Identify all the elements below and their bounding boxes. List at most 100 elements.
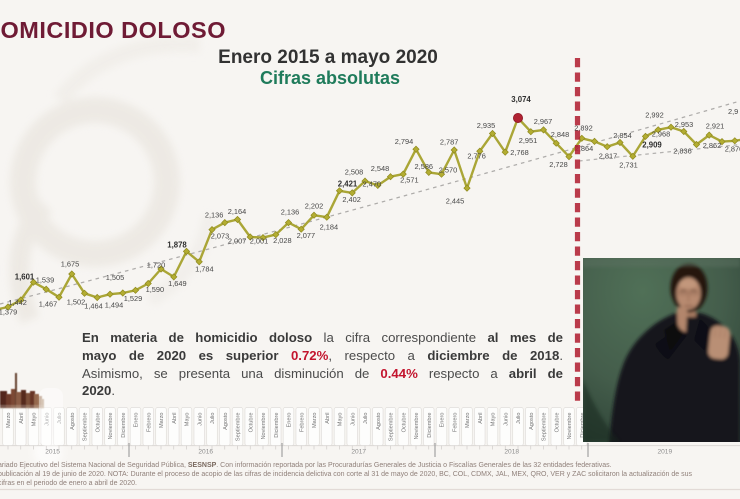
svg-text:Noviembre: Noviembre (108, 413, 114, 440)
svg-text:1,442: 1,442 (8, 298, 27, 307)
svg-text:2,935: 2,935 (477, 121, 496, 130)
svg-text:2,909: 2,909 (642, 140, 662, 149)
svg-text:Noviembre: Noviembre (414, 413, 420, 440)
svg-text:2,508: 2,508 (345, 167, 364, 176)
svg-text:2,768: 2,768 (510, 148, 529, 157)
svg-text:1,529: 1,529 (124, 294, 143, 303)
svg-text:1,502: 1,502 (67, 297, 86, 306)
svg-text:Abril: Abril (172, 413, 178, 424)
svg-text:Junio: Junio (44, 413, 50, 426)
svg-text:2,164: 2,164 (228, 207, 247, 216)
svg-text:2,586: 2,586 (415, 162, 434, 171)
svg-text:Junio: Junio (197, 413, 203, 426)
svg-text:1,649: 1,649 (168, 279, 187, 288)
svg-text:Enero: Enero (287, 413, 293, 428)
svg-text:Diciembre: Diciembre (274, 413, 280, 438)
svg-text:Febrero: Febrero (452, 413, 458, 433)
svg-text:Mayo: Mayo (32, 413, 38, 427)
svg-text:2017: 2017 (351, 449, 366, 456)
svg-text:2,870: 2,870 (725, 144, 740, 153)
svg-text:Febrero: Febrero (146, 413, 152, 433)
svg-text:Octubre: Octubre (554, 413, 560, 433)
svg-text:2,073: 2,073 (211, 231, 230, 240)
svg-text:Noviembre: Noviembre (261, 413, 267, 440)
svg-text:Septiembre: Septiembre (542, 413, 548, 442)
svg-text:2,077: 2,077 (297, 231, 316, 240)
svg-text:2,862: 2,862 (703, 141, 722, 150)
svg-text:Febrero: Febrero (299, 413, 305, 433)
svg-text:2,184: 2,184 (320, 223, 339, 232)
svg-text:2,202: 2,202 (305, 201, 324, 210)
svg-text:Agosto: Agosto (529, 413, 535, 430)
svg-text:1,675: 1,675 (61, 259, 80, 268)
svg-text:1,878: 1,878 (167, 240, 187, 249)
svg-text:2,571: 2,571 (400, 175, 419, 184)
svg-text:2,028: 2,028 (273, 236, 292, 245)
svg-text:2,892: 2,892 (574, 123, 593, 132)
svg-text:1,720: 1,720 (147, 260, 166, 269)
svg-text:2019: 2019 (657, 449, 672, 456)
svg-text:2,836: 2,836 (673, 146, 692, 155)
svg-text:2,951: 2,951 (519, 136, 538, 145)
svg-text:1,505: 1,505 (106, 273, 125, 282)
svg-text:Octubre: Octubre (248, 413, 254, 433)
svg-text:Mayo: Mayo (185, 413, 191, 427)
svg-text:ariado Ejecutivo del Sistema N: ariado Ejecutivo del Sistema Nacional de… (0, 462, 612, 469)
svg-text:Agosto: Agosto (223, 413, 229, 430)
svg-text:2018: 2018 (504, 449, 519, 456)
svg-text:2,731: 2,731 (619, 160, 638, 169)
svg-text:Octubre: Octubre (401, 413, 407, 433)
svg-text:2,787: 2,787 (440, 137, 459, 146)
svg-text:2,728: 2,728 (549, 160, 568, 169)
svg-text:1,379: 1,379 (0, 308, 17, 317)
svg-text:2016: 2016 (198, 449, 213, 456)
svg-text:2,864: 2,864 (575, 144, 594, 153)
svg-text:2,548: 2,548 (371, 164, 390, 173)
svg-text:Marzo: Marzo (6, 413, 12, 429)
svg-text:Mayo: Mayo (338, 413, 344, 427)
svg-text:1,539: 1,539 (36, 275, 55, 284)
svg-text:Noviembre: Noviembre (567, 413, 573, 440)
svg-text:2,967: 2,967 (534, 117, 553, 126)
svg-text:Julio: Julio (516, 413, 522, 425)
svg-text:Septiembre: Septiembre (236, 413, 242, 442)
svg-text:2,953: 2,953 (675, 120, 694, 129)
svg-text:Abril: Abril (19, 413, 25, 424)
svg-text:2,921: 2,921 (706, 121, 725, 130)
svg-text:Septiembre: Septiembre (83, 413, 89, 442)
svg-text:cifras en el periodo de enero: cifras en el periodo de enero a abril de… (0, 480, 137, 487)
svg-text:2,776: 2,776 (467, 152, 486, 161)
svg-text:Agosto: Agosto (376, 413, 382, 430)
svg-text:2,9: 2,9 (728, 107, 738, 116)
svg-text:2,007: 2,007 (228, 236, 247, 245)
svg-text:Junio: Junio (503, 413, 509, 426)
svg-text:Marzo: Marzo (465, 413, 471, 429)
svg-text:1,467: 1,467 (39, 299, 58, 308)
svg-text:2,968: 2,968 (652, 129, 671, 138)
svg-text:1,464: 1,464 (84, 301, 103, 310)
svg-text:2,136: 2,136 (205, 210, 224, 219)
svg-text:2,854: 2,854 (613, 131, 632, 140)
svg-text:2,402: 2,402 (342, 195, 361, 204)
svg-text:2015: 2015 (45, 449, 60, 456)
svg-text:Marzo: Marzo (312, 413, 318, 429)
svg-text:3,074: 3,074 (511, 95, 531, 104)
svg-text:2,817: 2,817 (599, 151, 618, 160)
svg-text:1,784: 1,784 (195, 264, 214, 273)
svg-text:2,421: 2,421 (338, 179, 358, 188)
svg-text:2,001: 2,001 (250, 237, 269, 246)
svg-text:2,136: 2,136 (281, 208, 300, 217)
svg-text:Septiembre: Septiembre (389, 413, 395, 442)
svg-text:2,848: 2,848 (551, 130, 570, 139)
svg-text:1,590: 1,590 (146, 285, 165, 294)
svg-text:Diciembre: Diciembre (427, 413, 433, 438)
svg-text:Abril: Abril (478, 413, 484, 424)
svg-text:2,445: 2,445 (446, 197, 465, 206)
svg-text:2,992: 2,992 (645, 110, 664, 119)
svg-text:Diciembre: Diciembre (580, 413, 586, 438)
svg-text:Marzo: Marzo (159, 413, 165, 429)
svg-text:2,794: 2,794 (395, 137, 414, 146)
svg-text:1,601: 1,601 (15, 272, 35, 281)
svg-text:Abril: Abril (325, 413, 331, 424)
svg-text:2,570: 2,570 (439, 165, 458, 174)
